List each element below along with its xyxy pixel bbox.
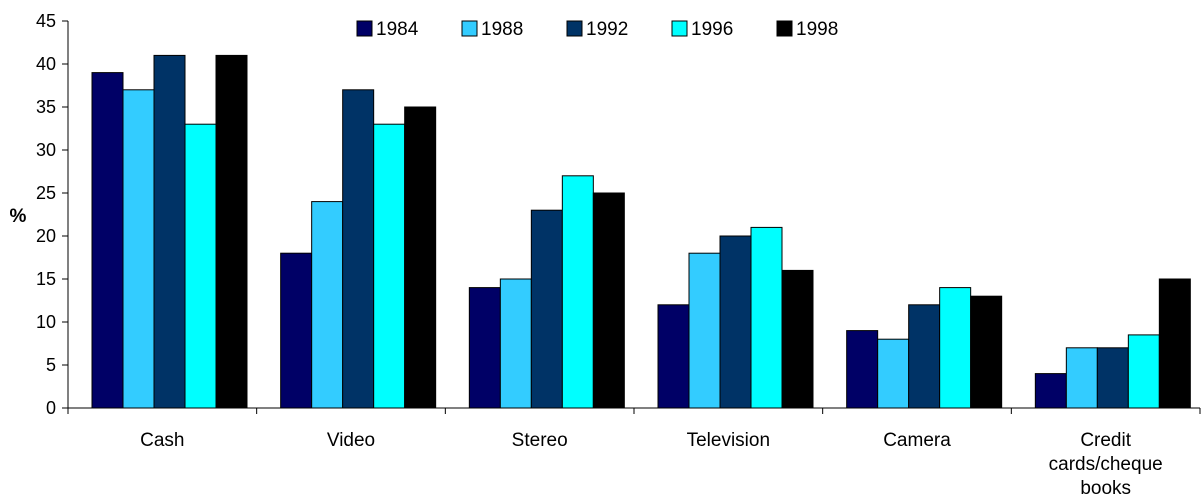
legend-swatch-1998 (776, 20, 793, 37)
y-tick-label: 45 (36, 11, 56, 31)
legend-label-1998: 1998 (796, 19, 838, 40)
y-tick-label: 0 (46, 398, 56, 418)
bar-1984-4 (657, 304, 690, 409)
bar-1996-6 (1127, 334, 1160, 409)
bar-1988-4 (688, 252, 721, 409)
y-axis-ticks: 0 5 10 15 20 25 30 35 40 45 (36, 11, 68, 418)
bar-1992-2 (342, 89, 375, 409)
bar-1998-6 (1158, 278, 1191, 409)
y-tick-label: 10 (36, 312, 56, 332)
bar-1996-5 (939, 287, 972, 409)
bar-1996-4 (750, 226, 783, 409)
bar-1984-2 (280, 252, 313, 409)
bar-1992-4 (719, 235, 752, 409)
legend-label-1988: 1988 (481, 19, 523, 40)
legend-label-1996: 1996 (691, 19, 733, 40)
y-tick-label: 25 (36, 183, 56, 203)
bar-1996-3 (561, 175, 594, 409)
y-tick-label: 5 (46, 355, 56, 375)
bar-1998-5 (970, 295, 1003, 409)
bars (91, 54, 1191, 409)
legend: 1984 1988 1992 1996 1998 (356, 19, 838, 40)
bar-1992-3 (530, 209, 563, 409)
bar-1996-1 (184, 123, 217, 409)
bar-1992-1 (153, 54, 186, 409)
legend-swatch-1988 (461, 20, 478, 37)
x-axis-categories: Cash Video Stereo Television Camera Credit car… (140, 430, 1163, 499)
bar-1984-6 (1034, 373, 1067, 409)
y-tick-label: 15 (36, 269, 56, 289)
bar-1992-6 (1096, 347, 1129, 409)
x-category-label: Stereo (512, 430, 568, 451)
bar-1998-1 (215, 54, 248, 409)
bar-1992-5 (908, 304, 941, 409)
legend-label-1984: 1984 (376, 19, 419, 40)
x-category-label: Credit cards/cheque books (1049, 430, 1163, 499)
bar-1984-3 (468, 287, 501, 409)
y-tick-label: 30 (36, 140, 56, 160)
bar-1988-6 (1065, 347, 1098, 409)
bar-1984-1 (91, 72, 124, 409)
legend-label-1992: 1992 (586, 19, 628, 40)
y-tick-label: 35 (36, 97, 56, 117)
bar-1988-2 (311, 201, 344, 409)
legend-swatch-1996 (671, 20, 688, 37)
bar-1998-3 (592, 192, 625, 409)
x-category-label: Camera (883, 430, 951, 451)
y-tick-label: 20 (36, 226, 56, 246)
legend-swatch-1992 (566, 20, 583, 37)
y-axis-label: % (10, 206, 27, 227)
y-tick-label: 40 (36, 54, 56, 74)
bar-1996-2 (373, 123, 406, 409)
bar-1988-3 (499, 278, 532, 409)
bar-1988-5 (877, 338, 910, 409)
axes (67, 21, 1201, 414)
bar-1998-2 (404, 106, 437, 409)
bar-1988-1 (122, 89, 155, 409)
x-category-label: Cash (140, 430, 184, 451)
x-category-label: Television (687, 430, 770, 451)
bar-1984-5 (846, 330, 879, 409)
x-category-label: Video (327, 430, 375, 451)
bar-1998-4 (781, 269, 814, 409)
legend-swatch-1984 (356, 20, 373, 37)
